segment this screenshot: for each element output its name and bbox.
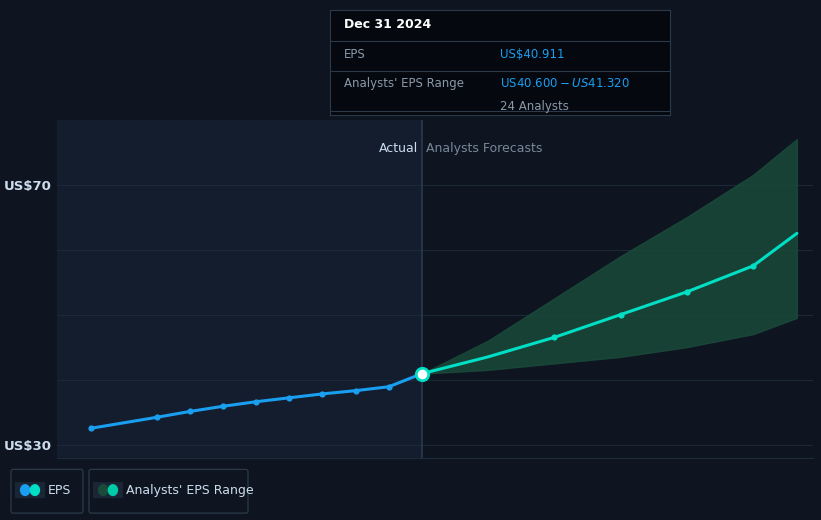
Point [349, 386, 362, 395]
Point [681, 288, 694, 296]
Point [614, 310, 627, 319]
FancyBboxPatch shape [93, 482, 123, 498]
Circle shape [98, 484, 108, 496]
Circle shape [108, 484, 118, 496]
Circle shape [20, 484, 30, 496]
Point [84, 424, 97, 433]
FancyBboxPatch shape [15, 482, 45, 498]
FancyBboxPatch shape [11, 470, 83, 513]
Point [150, 413, 163, 421]
Bar [57, 120, 422, 458]
Text: Analysts' EPS Range: Analysts' EPS Range [126, 484, 254, 497]
Text: US$40.600 - US$41.320: US$40.600 - US$41.320 [500, 77, 630, 90]
Text: Analysts Forecasts: Analysts Forecasts [426, 142, 542, 155]
Point [415, 370, 429, 378]
Text: EPS: EPS [344, 48, 365, 61]
Point [746, 262, 759, 270]
Point [415, 370, 429, 378]
Point [183, 407, 196, 415]
FancyBboxPatch shape [89, 470, 248, 513]
Text: Actual: Actual [378, 142, 418, 155]
Bar [422, 120, 813, 458]
Point [383, 383, 396, 391]
Point [548, 333, 561, 342]
Text: US$40.911: US$40.911 [500, 48, 565, 61]
Text: Dec 31 2024: Dec 31 2024 [344, 18, 431, 31]
Point [282, 394, 296, 402]
Point [316, 390, 329, 398]
Text: Analysts' EPS Range: Analysts' EPS Range [344, 77, 464, 90]
Point [217, 402, 230, 410]
Text: EPS: EPS [48, 484, 71, 497]
Point [250, 397, 263, 406]
Text: 24 Analysts: 24 Analysts [500, 100, 569, 113]
Circle shape [30, 484, 40, 496]
